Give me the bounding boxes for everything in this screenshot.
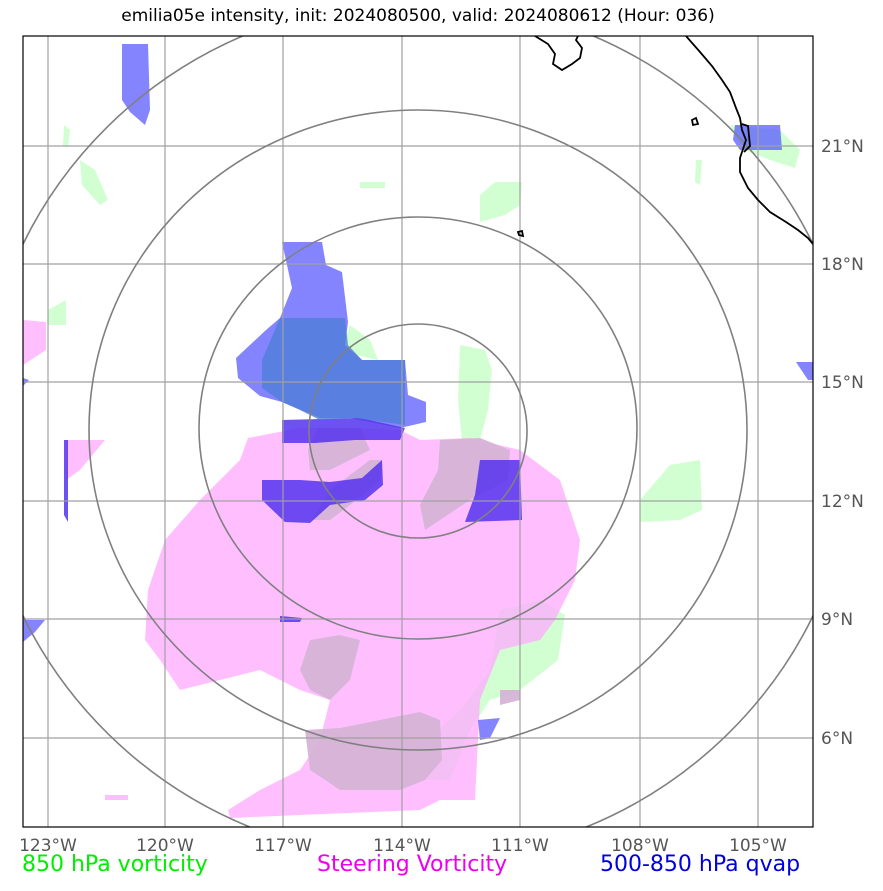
longitude-tick-label: 111°W xyxy=(491,836,549,856)
coastline xyxy=(516,36,813,245)
range-rings xyxy=(23,36,813,827)
latitude-tick-label: 21°N xyxy=(821,137,864,157)
legend-850-vorticity: 850 hPa vorticity xyxy=(22,852,208,877)
legend-steering-vorticity: Steering Vorticity xyxy=(317,852,508,877)
latitude-tick-label: 12°N xyxy=(821,492,864,512)
latitude-ticks: 21°N 18°N 15°N 12°N 9°N 6°N xyxy=(821,137,864,749)
longitude-tick-label: 114°W xyxy=(373,836,431,856)
legend-qvap: 500-850 hPa qvap xyxy=(600,852,801,877)
chart-title: emilia05e intensity, init: 2024080500, v… xyxy=(121,6,715,26)
longitude-tick-label: 123°W xyxy=(19,836,77,856)
steering-vorticity-layer xyxy=(23,320,580,818)
latitude-tick-label: 6°N xyxy=(821,729,853,749)
longitude-tick-label: 120°W xyxy=(136,836,194,856)
longitude-tick-label: 117°W xyxy=(254,836,312,856)
longitude-tick-label: 105°W xyxy=(729,836,787,856)
longitude-tick-label: 108°W xyxy=(611,836,669,856)
qvap-core-layer xyxy=(262,318,405,425)
latitude-tick-label: 18°N xyxy=(821,255,864,275)
longitude-ticks: 123°W 120°W 117°W 114°W 111°W 108°W 105°W xyxy=(19,836,787,856)
graticule xyxy=(23,36,813,827)
plot-frame xyxy=(22,35,814,828)
latitude-tick-label: 15°N xyxy=(821,373,864,393)
latitude-tick-label: 9°N xyxy=(821,610,853,630)
